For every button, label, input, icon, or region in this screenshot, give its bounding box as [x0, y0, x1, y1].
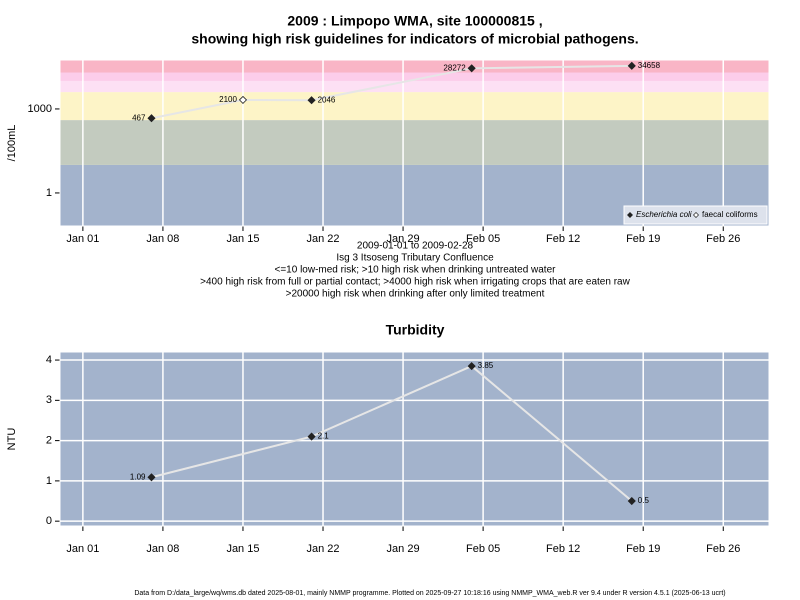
legend-label: Escherichia coli	[636, 210, 692, 219]
data-point	[147, 473, 156, 482]
data-point	[627, 61, 636, 70]
y-tick-label: 3	[46, 394, 52, 406]
x-tick-label: Jan 29	[387, 233, 420, 245]
x-tick-label: Jan 29	[387, 543, 420, 555]
x-tick-label: Jan 15	[226, 543, 259, 555]
data-label: 2100	[219, 95, 237, 104]
risk-band	[60, 72, 769, 81]
data-line	[151, 364, 633, 502]
y-axis-label: /100mL	[6, 125, 18, 162]
x-tick-label: Feb 05	[466, 543, 500, 555]
y-tick-label: 1	[46, 475, 52, 487]
data-point	[467, 362, 476, 371]
x-tick-label: Feb 12	[546, 233, 580, 245]
data-point	[307, 432, 316, 441]
y-axis-label: NTU	[6, 428, 18, 451]
x-tick-label: Jan 22	[307, 543, 340, 555]
x-tick-label: Feb 19	[626, 543, 660, 555]
y-tick-label: 0	[46, 515, 52, 527]
y-tick-label: 1	[46, 187, 52, 199]
risk-band	[60, 80, 769, 93]
x-tick-label: Jan 08	[146, 233, 179, 245]
x-tick-label: Feb 19	[626, 233, 660, 245]
data-label: 1.09	[130, 472, 146, 481]
y-tick-label: 4	[46, 354, 52, 366]
x-tick-label: Feb 12	[546, 543, 580, 555]
data-point	[147, 114, 156, 123]
caption-line: <=10 low-med risk; >10 high risk when dr…	[275, 265, 557, 276]
data-point	[307, 96, 316, 105]
x-tick-label: Jan 15	[226, 233, 259, 245]
x-tick-label: Jan 22	[307, 233, 340, 245]
chart-title: showing high risk guidelines for indicat…	[191, 31, 638, 47]
risk-band	[60, 92, 769, 121]
plot-frame	[59, 351, 770, 527]
x-tick-label: Feb 26	[706, 543, 740, 555]
data-point	[627, 496, 636, 506]
data-label: 2046	[318, 95, 336, 104]
data-label: 0.5	[638, 496, 650, 505]
data-point	[467, 64, 476, 73]
data-point	[238, 95, 248, 104]
data-label: 467	[132, 113, 146, 122]
x-tick-label: Jan 01	[66, 543, 99, 555]
data-label: 34658	[638, 61, 661, 70]
x-tick-label: Feb 05	[466, 233, 500, 245]
x-tick-label: Jan 01	[66, 233, 99, 245]
plot-frame	[59, 59, 770, 227]
y-tick-label: 1000	[28, 103, 52, 115]
x-tick-label: Jan 08	[146, 543, 179, 555]
footer: Data from D:/data_large/wq/wms.db dated …	[134, 590, 725, 597]
y-tick-label: 2	[46, 435, 52, 447]
risk-band	[60, 120, 769, 165]
legend-marker	[693, 212, 699, 218]
caption-line: >20000 high risk when drinking after onl…	[286, 289, 545, 300]
chart-title: Turbidity	[386, 322, 445, 338]
data-label: 2.1	[318, 432, 330, 441]
legend-marker	[627, 212, 633, 218]
data-label: 28272	[443, 63, 466, 72]
chart-title: 2009 : Limpopo WMA, site 100000815 ,	[287, 13, 542, 29]
risk-band	[60, 60, 769, 73]
caption-line: 2009-01-01 to 2009-02-28	[357, 241, 474, 252]
data-label: 3.85	[478, 361, 494, 370]
legend-label: faecal coliforms	[702, 210, 758, 219]
x-tick-label: Feb 26	[706, 233, 740, 245]
caption-line: >400 high risk from full or partial cont…	[200, 277, 630, 288]
plot-background	[60, 352, 769, 526]
caption-line: Isg 3 Itsoseng Tributary Confluence	[336, 253, 494, 264]
